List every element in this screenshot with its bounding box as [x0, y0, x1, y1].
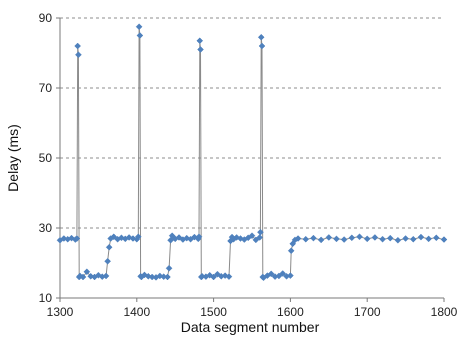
- data-point: [135, 23, 143, 31]
- axes: [56, 17, 445, 302]
- x-axis-title: Data segment number: [181, 319, 320, 335]
- data-point: [294, 235, 302, 242]
- data-point: [386, 234, 394, 242]
- data-point: [371, 234, 379, 241]
- data-point: [432, 234, 440, 242]
- y-tick-label: 90: [39, 11, 53, 25]
- data-point: [75, 51, 82, 59]
- data-point: [79, 273, 87, 281]
- data-point: [83, 268, 91, 276]
- data-point: [73, 235, 81, 242]
- x-tick-label: 1500: [200, 305, 227, 319]
- data-point: [440, 236, 448, 243]
- series-layer: [56, 23, 448, 282]
- data-point: [165, 264, 173, 272]
- data-point: [363, 235, 371, 243]
- x-tick-label: 1300: [47, 305, 74, 319]
- x-tick-label: 1400: [123, 305, 150, 319]
- tick-labels: 10 30 50 70 90 1300 1400 1500 1600 1700 1800: [39, 11, 458, 319]
- y-tick-label: 70: [39, 81, 53, 95]
- data-point: [195, 233, 203, 241]
- data-point: [379, 235, 386, 243]
- data-point: [409, 235, 417, 243]
- x-tick-label: 1700: [354, 305, 381, 319]
- data-point: [267, 270, 275, 278]
- x-tick-label: 1800: [431, 305, 458, 319]
- y-tick-label: 30: [39, 221, 53, 235]
- data-point: [197, 46, 204, 53]
- data-point: [134, 233, 142, 241]
- data-point: [356, 233, 363, 241]
- data-point: [348, 234, 356, 242]
- data-point: [258, 42, 266, 50]
- data-point: [225, 273, 233, 281]
- data-point: [164, 273, 171, 281]
- data-point: [317, 236, 325, 244]
- data-point: [210, 273, 217, 281]
- data-point: [279, 270, 287, 277]
- gridlines: [60, 17, 444, 229]
- data-point: [402, 235, 409, 242]
- data-point: [257, 228, 264, 236]
- data-point: [196, 37, 204, 45]
- data-point: [302, 235, 310, 243]
- data-point: [325, 234, 333, 241]
- y-tick-label: 50: [39, 151, 53, 165]
- data-point: [287, 272, 294, 279]
- x-tick-label: 1600: [277, 305, 304, 319]
- data-point: [310, 234, 317, 242]
- data-point: [257, 33, 265, 41]
- data-point: [425, 235, 432, 243]
- y-tick-label: 10: [39, 291, 53, 305]
- data-point: [105, 243, 113, 251]
- data-point: [417, 233, 425, 241]
- data-point: [248, 232, 256, 240]
- data-point: [394, 236, 402, 244]
- y-axis-title: Delay (ms): [5, 124, 21, 192]
- data-point: [340, 236, 348, 243]
- data-point: [287, 247, 295, 255]
- data-point: [104, 257, 111, 265]
- data-point: [136, 32, 144, 39]
- data-point: [74, 42, 82, 50]
- data-point: [256, 234, 264, 241]
- data-point: [333, 235, 340, 243]
- data-point: [102, 272, 110, 280]
